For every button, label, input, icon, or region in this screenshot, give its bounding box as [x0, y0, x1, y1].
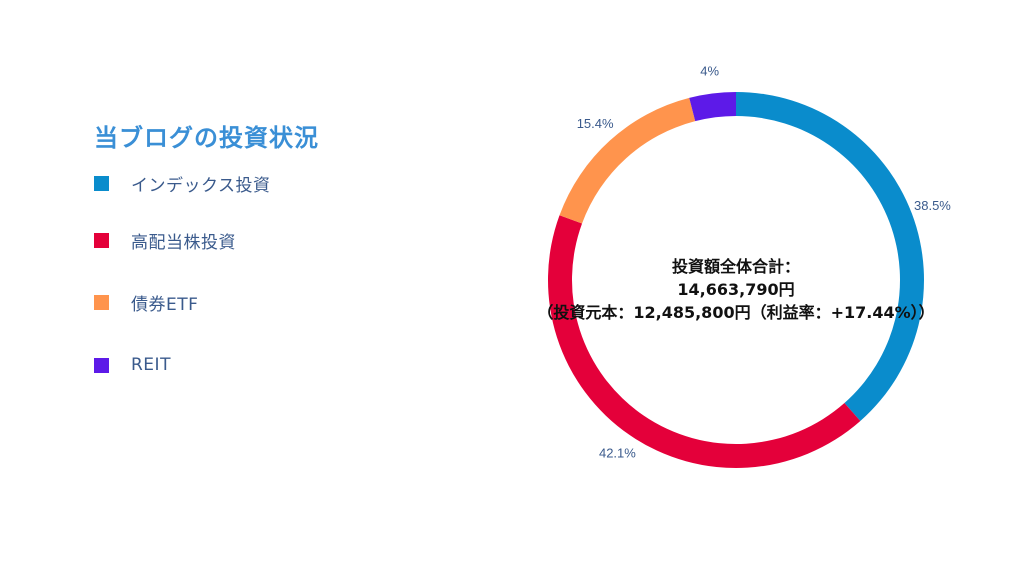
donut-slice-index — [736, 91, 924, 422]
legend-item-high-dividend: 高配当株投資 — [94, 228, 236, 253]
legend-item-reit: REIT — [94, 353, 171, 377]
legend-item-index: インデックス投資 — [94, 171, 271, 196]
legend-swatch-high-dividend — [94, 232, 109, 248]
legend-label-index: インデックス投資 — [131, 175, 271, 196]
value-label-bond-etf: 15.4% — [577, 116, 614, 131]
value-label-high-dividend: 42.1% — [599, 445, 636, 460]
legend-item-bond-etf: 債券ETF — [94, 290, 199, 315]
legend-swatch-reit — [94, 357, 109, 373]
legend-swatch-bond-etf — [94, 294, 109, 310]
center-text-line-2: 14,663,790円 — [677, 280, 794, 299]
center-text-line-1: 投資額全体合計： — [672, 257, 800, 276]
legend-label-bond-etf: 債券ETF — [131, 294, 199, 315]
donut-slice-reit — [689, 92, 736, 122]
donut-slice-bond-etf — [559, 97, 696, 224]
legend-title: 当ブログの投資状況 — [94, 124, 319, 152]
value-label-reit: 4% — [700, 64, 719, 79]
donut-slice-high-dividend — [547, 215, 861, 469]
legend-label-high-dividend: 高配当株投資 — [131, 232, 236, 253]
legend-swatch-index — [94, 175, 109, 191]
donut-center-text: 投資額全体合計： 14,663,790円 （投資元本：12,485,800円（利… — [537, 257, 934, 322]
donut-slices — [547, 91, 924, 469]
value-label-index: 38.5% — [914, 198, 951, 213]
center-text-line-3: （投資元本：12,485,800円（利益率：+17.44%）） — [537, 303, 934, 322]
legend-label-reit: REIT — [131, 355, 171, 375]
donut-value-labels: 38.5% 42.1% 15.4% 4% — [577, 64, 952, 461]
